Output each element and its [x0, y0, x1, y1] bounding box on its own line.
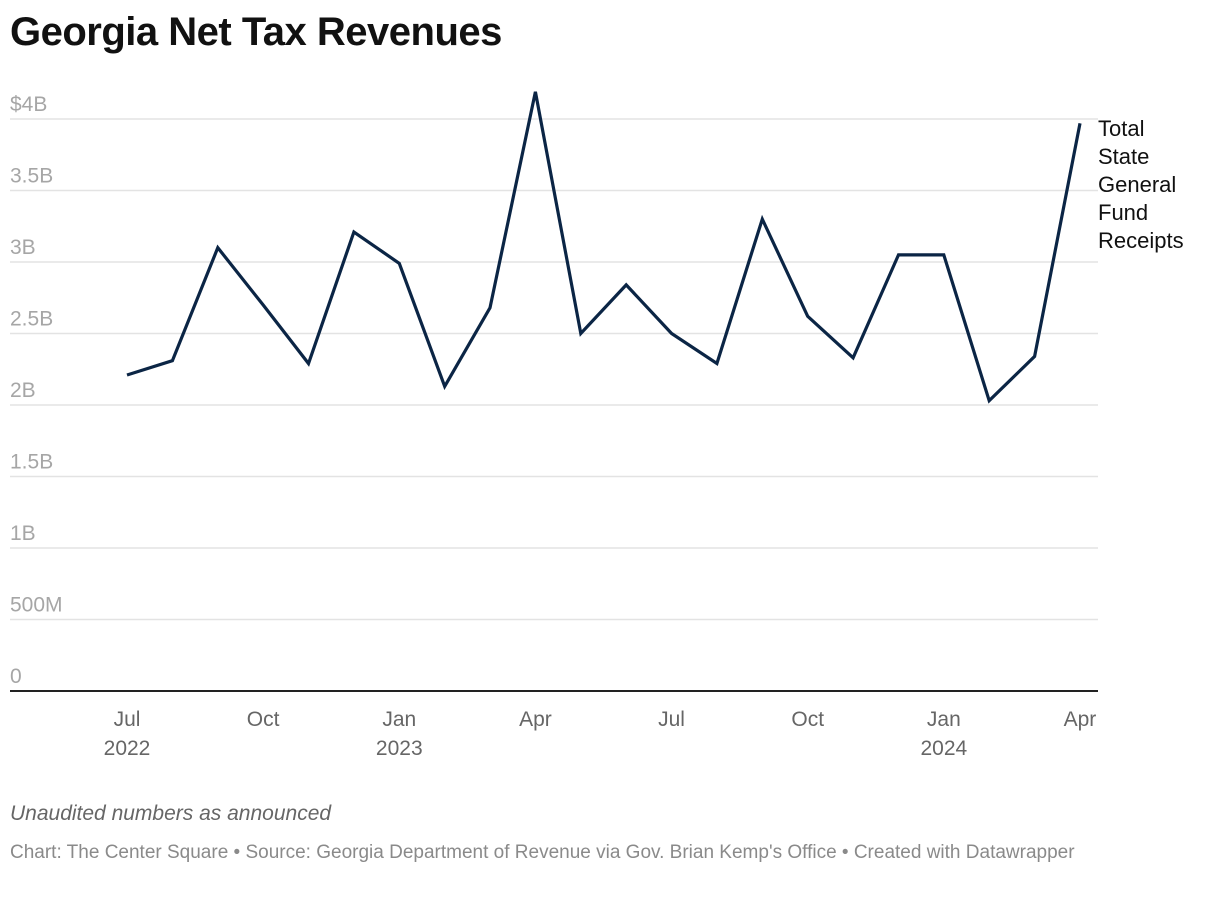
gridlines — [10, 118, 1098, 621]
legend-label-line: Fund — [1098, 200, 1148, 225]
y-tick-label: 500M — [10, 594, 63, 617]
line-chart: 0 500M 1B 1.5B 2B 2.5B 3B 3.5B $4B Jul 2022 Oct Jan… — [10, 91, 1184, 760]
series-legend-label: Total State General Fund Receipts — [1098, 116, 1184, 253]
x-tick-label: Jul — [658, 708, 685, 731]
legend-label-line: State — [1098, 144, 1149, 169]
legend-label-line: Receipts — [1098, 228, 1184, 253]
x-tick-label: Apr — [1064, 708, 1097, 731]
chart-footer: Chart: The Center Square • Source: Georg… — [10, 842, 1075, 863]
chart-notes: Unaudited numbers as announced — [10, 802, 332, 825]
x-tick-label: Apr — [519, 708, 552, 731]
y-tick-label: 1.5B — [10, 451, 53, 474]
chart-title: Georgia Net Tax Revenues — [10, 10, 502, 54]
y-axis-ticks: 0 500M 1B 1.5B 2B 2.5B 3B 3.5B $4B — [10, 93, 63, 688]
x-tick-label: Jan — [382, 708, 416, 731]
x-tick-label: Oct — [247, 708, 280, 731]
x-axis-ticks: Jul 2022 Oct Jan 2023 Apr Jul Oct Jan 2024 Apr — [104, 708, 1097, 760]
y-tick-label: $4B — [10, 93, 47, 116]
x-tick-label: Oct — [791, 708, 824, 731]
y-tick-label: 1B — [10, 522, 36, 545]
y-tick-label: 2.5B — [10, 308, 53, 331]
x-tick-year-label: 2022 — [104, 737, 151, 760]
y-tick-label: 3.5B — [10, 165, 53, 188]
x-tick-year-label: 2024 — [920, 737, 967, 760]
x-tick-year-label: 2023 — [376, 737, 423, 760]
series-lines — [126, 91, 1082, 404]
y-tick-label: 3B — [10, 236, 36, 259]
legend-label-line: General — [1098, 172, 1176, 197]
series-line — [126, 91, 1082, 404]
legend-label-line: Total — [1098, 116, 1144, 141]
x-tick-label: Jan — [927, 708, 961, 731]
y-tick-label: 2B — [10, 379, 36, 402]
x-tick-label: Jul — [114, 708, 141, 731]
y-tick-label: 0 — [10, 665, 22, 688]
